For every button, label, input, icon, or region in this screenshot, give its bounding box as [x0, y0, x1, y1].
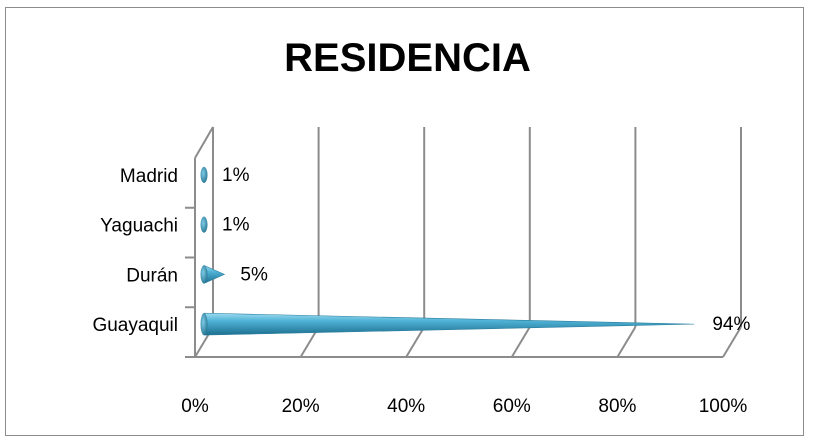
- data-label: 5%: [240, 264, 268, 285]
- y-tick-label: Durán: [126, 265, 178, 286]
- x-tick-label: 0%: [181, 396, 209, 417]
- gridline-floor: [722, 326, 742, 358]
- x-tick-label: 80%: [598, 396, 636, 417]
- bar-base: [200, 313, 208, 336]
- y-tick-label: Guayaquil: [92, 315, 178, 336]
- bar-base: [200, 166, 208, 183]
- x-tick-label: 60%: [493, 396, 531, 417]
- chart-title: RESIDENCIA: [284, 36, 531, 80]
- data-label: 1%: [222, 215, 250, 236]
- y-axis-top: [194, 126, 214, 159]
- bar: [203, 312, 695, 336]
- bar-base: [200, 216, 208, 233]
- y-tick-label: Madrid: [120, 166, 178, 187]
- chart-area: [5, 7, 804, 436]
- data-label: 94%: [712, 314, 750, 335]
- gridline-floor: [510, 326, 531, 358]
- x-tick-label: 40%: [387, 396, 425, 417]
- y-tick-label: Yaguachi: [100, 216, 178, 237]
- bar-base: [200, 265, 208, 284]
- gridline-floor: [405, 326, 426, 358]
- labels: 0% 20% 40% 60% 80% 100% Guayaquil 94% Durán 5% Yag…: [92, 165, 750, 417]
- x-tick-label: 100%: [699, 396, 748, 417]
- x-tick-label: 20%: [282, 396, 320, 417]
- data-label: 1%: [222, 165, 250, 186]
- bars: [200, 166, 695, 336]
- gridline-floor: [616, 326, 637, 358]
- axes: [185, 126, 723, 358]
